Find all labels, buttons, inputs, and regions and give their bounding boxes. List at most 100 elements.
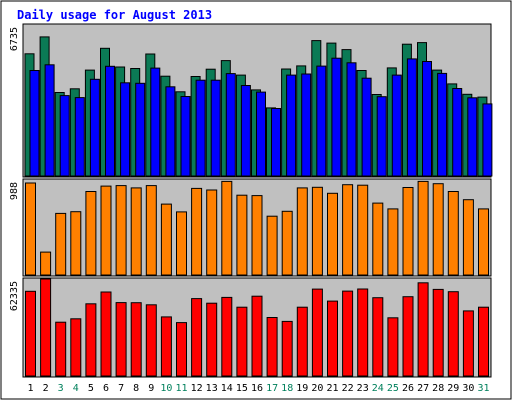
x-tick-label-day-2: 2	[43, 383, 49, 394]
x-tick-label-day-16: 16	[251, 383, 263, 394]
x-tick-label-day-29: 29	[447, 383, 459, 394]
bar-pages-s1-day-13	[206, 189, 218, 276]
bar-pages-s1-day-28	[432, 183, 444, 276]
bar-hits_files-s2-day-7	[120, 82, 131, 177]
bar-hits_files-s2-day-17	[271, 108, 281, 177]
x-tick-label-day-10: 10	[160, 383, 172, 394]
bar-pages-s1-day-20	[311, 186, 323, 276]
x-tick-label-day-7: 7	[118, 383, 124, 394]
bar-visits-s1-day-9	[145, 304, 157, 377]
bar-visits-s1-day-16	[251, 295, 263, 377]
panel-visits: 62335	[9, 277, 492, 378]
bar-hits_files-s2-day-20	[316, 65, 327, 177]
bar-pages-s1-day-10	[160, 203, 172, 276]
bar-pages-s1-day-26	[402, 187, 414, 276]
x-tick-label-day-20: 20	[311, 383, 323, 394]
bar-pages-s1-day-24	[372, 202, 384, 276]
bar-hits_files-s2-day-5	[89, 78, 100, 177]
bar-visits-s1-day-19	[296, 306, 308, 377]
x-tick-label-day-26: 26	[402, 383, 414, 394]
bar-hits_files-s2-day-30	[467, 97, 478, 177]
bar-hits_files-s2-day-21	[331, 57, 342, 177]
bar-pages-s1-day-21	[327, 192, 338, 276]
bar-pages-s1-day-9	[145, 185, 157, 276]
bar-hits_files-s2-day-27	[422, 61, 432, 177]
bar-hits_files-s2-day-15	[240, 85, 251, 177]
bar-hits_files-s2-day-10	[165, 86, 176, 177]
panel-hits_files: 6735	[9, 23, 493, 178]
x-tick-label-day-3: 3	[58, 383, 64, 394]
bar-pages-s1-day-19	[296, 187, 308, 276]
bar-visits-s1-day-15	[236, 306, 248, 377]
x-tick-label-day-5: 5	[88, 383, 94, 394]
bar-hits_files-s2-day-18	[286, 74, 297, 177]
x-tick-label-day-30: 30	[462, 383, 474, 394]
bar-pages-s1-day-12	[191, 187, 203, 276]
bar-hits_files-s2-day-8	[135, 82, 146, 177]
bar-pages-s1-day-5	[85, 191, 97, 276]
x-tick-label-day-21: 21	[326, 383, 338, 394]
x-tick-label-day-27: 27	[417, 383, 429, 394]
bar-pages-s1-day-15	[236, 194, 248, 276]
bar-hits_files-s2-day-4	[74, 97, 85, 177]
bar-pages-s1-day-17	[266, 215, 278, 276]
bar-pages-s1-day-29	[447, 191, 459, 276]
x-tick-label-day-8: 8	[133, 383, 139, 394]
bar-pages-s1-day-27	[417, 180, 429, 276]
bar-visits-s1-day-27	[417, 282, 429, 377]
bar-pages-s1-day-16	[251, 195, 263, 276]
bar-visits-s1-day-18	[281, 320, 293, 377]
bar-pages-s1-day-4	[70, 211, 82, 276]
bar-hits_files-s2-day-25	[391, 74, 402, 177]
bar-hits_files-s2-day-22	[346, 62, 357, 177]
bar-visits-s1-day-4	[70, 318, 82, 377]
bar-pages-s1-day-1	[25, 182, 36, 276]
bar-hits_files-s2-day-6	[105, 65, 115, 177]
x-tick-label-day-11: 11	[175, 383, 187, 394]
bar-visits-s1-day-12	[191, 298, 203, 377]
x-tick-label-day-6: 6	[103, 383, 109, 394]
bar-visits-s1-day-26	[402, 296, 414, 377]
bar-pages-s1-day-3	[55, 212, 67, 276]
bar-hits_files-s2-day-26	[406, 58, 417, 177]
bar-pages-s1-day-30	[462, 199, 474, 276]
panel-hits_files-max-label: 6735	[9, 27, 20, 51]
bar-hits_files-s2-day-1	[29, 70, 40, 177]
x-axis-labels: 1 2 3 4 5 6 7 8 9 10 11 12 13 14 15 16 17 18 19 20 21 22 23 24 2…	[27, 383, 489, 394]
bar-hits_files-s2-day-2	[44, 64, 55, 177]
panels-layer: 6735 988 62335	[9, 23, 493, 378]
bar-visits-s1-day-10	[160, 316, 172, 377]
bar-hits_files-s2-day-3	[59, 95, 70, 177]
bar-visits-s1-day-21	[327, 300, 338, 377]
bar-visits-s1-day-14	[221, 296, 233, 377]
bar-pages-s1-day-18	[281, 210, 293, 276]
chart-title: Daily usage for August 2013	[17, 8, 212, 22]
bar-hits_files-s2-day-31	[482, 103, 493, 177]
bar-visits-s1-day-5	[85, 303, 97, 377]
bar-visits-s1-day-31	[478, 306, 489, 377]
bar-hits_files-s2-day-9	[150, 67, 161, 177]
x-tick-label-day-22: 22	[342, 383, 354, 394]
bar-pages-s1-day-2	[40, 251, 52, 276]
bar-visits-s1-day-20	[311, 288, 323, 377]
bar-hits_files-s2-day-16	[256, 91, 266, 177]
x-tick-label-day-28: 28	[432, 383, 444, 394]
bar-pages-s1-day-7	[115, 185, 127, 276]
bar-pages-s1-day-25	[387, 208, 399, 276]
bar-visits-s1-day-28	[432, 288, 444, 377]
bar-hits_files-s2-day-11	[180, 96, 191, 177]
bar-visits-s1-day-22	[342, 290, 354, 377]
bar-hits_files-s2-day-19	[301, 73, 312, 177]
bar-visits-s1-day-23	[357, 288, 369, 377]
x-tick-label-day-13: 13	[206, 383, 218, 394]
bar-pages-s1-day-6	[100, 185, 112, 276]
bar-visits-s1-day-30	[462, 310, 474, 377]
bar-pages-s1-day-22	[342, 184, 354, 276]
x-tick-label-day-25: 25	[387, 383, 399, 394]
bar-pages-s1-day-11	[176, 211, 187, 276]
bar-hits_files-s2-day-24	[376, 96, 387, 177]
bar-visits-s1-day-8	[130, 302, 142, 377]
